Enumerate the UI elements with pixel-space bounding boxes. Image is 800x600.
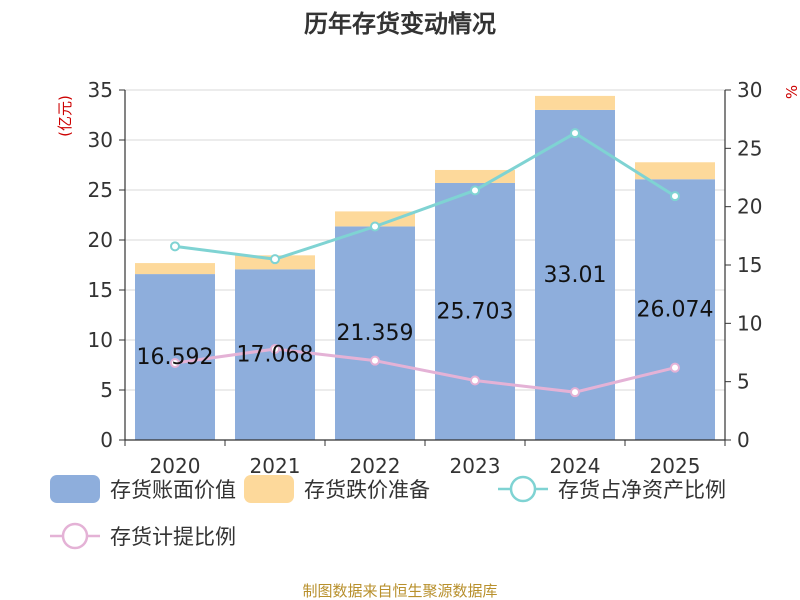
legend-swatch <box>50 475 100 503</box>
right-axis-unit: % <box>783 85 800 99</box>
line-point-3 <box>670 362 680 373</box>
left-tick-label: 10 <box>88 328 113 352</box>
bar-book-value <box>135 274 215 440</box>
data-labels: 16.592 17.068 21.359 25.703 33.01 26.074 <box>137 263 714 370</box>
bar-value-label: 33.01 <box>544 263 607 288</box>
bar-book-value <box>335 226 415 440</box>
x-tick-label: 2024 <box>550 454 601 478</box>
left-tick-label: 20 <box>88 228 113 252</box>
line-series-2 <box>174 131 676 261</box>
x-tick-label: 2023 <box>450 454 501 478</box>
bar-impairment-reserve <box>635 162 715 180</box>
bar-value-label: 26.074 <box>637 298 714 323</box>
legend-label: 存货计提比例 <box>110 525 236 549</box>
grid-lines <box>125 89 725 441</box>
right-tick-label: 20 <box>737 195 762 219</box>
line-point-3 <box>570 387 580 398</box>
chart-title: 历年存货变动情况 <box>304 10 496 38</box>
bar-impairment-reserve <box>535 95 615 110</box>
bar-value-label: 21.359 <box>337 321 414 346</box>
left-tick-label: 25 <box>88 178 113 202</box>
x-tick-label: 2020 <box>150 454 201 478</box>
left-tick-label: 0 <box>100 428 113 452</box>
bar-book-value <box>235 269 315 440</box>
line-point-2 <box>470 185 480 196</box>
legend-swatch <box>244 475 294 503</box>
legend-label: 存货跌价准备 <box>304 478 430 502</box>
x-tick-label: 2025 <box>650 454 701 478</box>
right-tick-label: 25 <box>737 136 762 160</box>
line-point-2 <box>370 221 380 232</box>
right-tick-label: 10 <box>737 311 762 335</box>
left-tick-label: 30 <box>88 128 113 152</box>
bar-value-label: 16.592 <box>137 345 214 370</box>
legend-label: 存货账面价值 <box>110 478 236 502</box>
legend-label: 存货占净资产比例 <box>558 478 726 502</box>
right-tick-label: 15 <box>737 253 762 277</box>
left-tick-label: 35 <box>88 78 113 102</box>
line-point-2 <box>270 254 280 265</box>
line-point-2 <box>570 128 580 139</box>
line-point-3 <box>470 375 480 386</box>
x-tick-label: 2021 <box>250 454 301 478</box>
legend-marker <box>509 475 537 503</box>
left-tick-label: 5 <box>100 378 113 402</box>
x-tick-label: 2022 <box>350 454 401 478</box>
legend-marker <box>61 522 89 550</box>
source-note: 制图数据来自恒生聚源数据库 <box>302 582 497 600</box>
left-tick-label: 15 <box>88 278 113 302</box>
right-tick-label: 30 <box>737 78 762 102</box>
bar-impairment-reserve <box>135 263 215 275</box>
bar-value-label: 25.703 <box>437 299 514 324</box>
bar-group <box>135 95 715 441</box>
bar-impairment-reserve <box>435 169 515 183</box>
line-point-2 <box>670 191 680 202</box>
bar-book-value <box>635 179 715 440</box>
right-tick-label: 5 <box>737 370 750 394</box>
line-point-3 <box>270 344 280 354</box>
line-series-3 <box>174 347 676 394</box>
line-point-3 <box>370 355 380 366</box>
bar-book-value <box>435 182 515 440</box>
line-point-3 <box>170 358 180 368</box>
left-axis-unit: (亿元) <box>56 95 74 137</box>
line-series-group <box>170 128 680 398</box>
bar-impairment-reserve <box>335 211 415 227</box>
right-tick-label: 0 <box>737 428 750 452</box>
bar-value-label: 17.068 <box>237 343 314 368</box>
line-point-2 <box>170 241 180 252</box>
